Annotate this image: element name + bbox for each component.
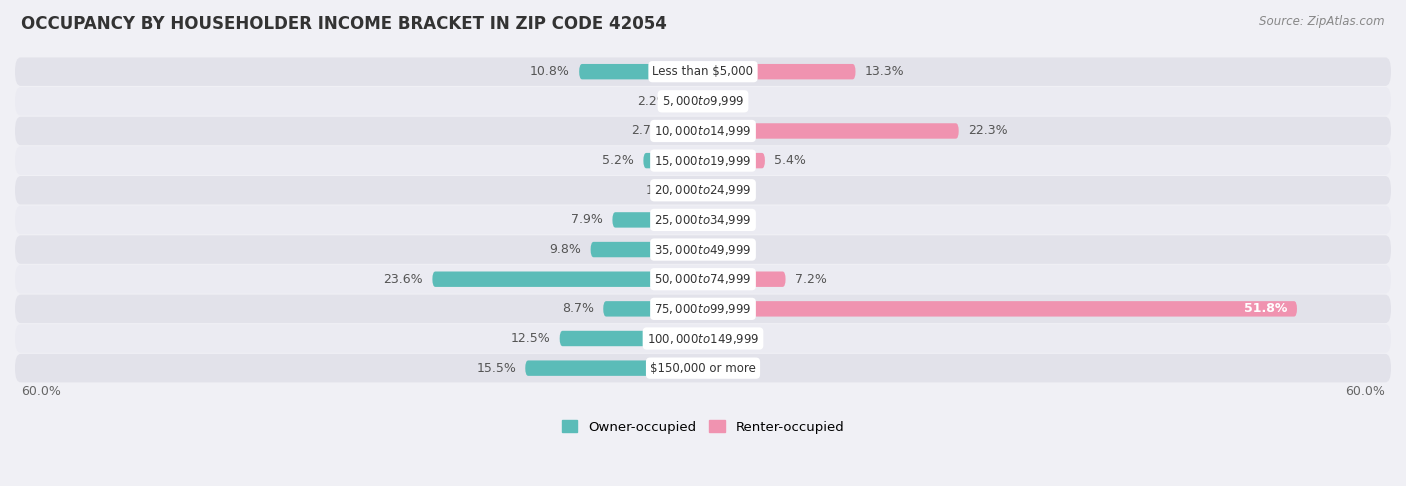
FancyBboxPatch shape (433, 272, 703, 287)
Text: 0.0%: 0.0% (713, 332, 744, 345)
Text: 9.8%: 9.8% (550, 243, 582, 256)
FancyBboxPatch shape (678, 94, 703, 109)
Text: Less than $5,000: Less than $5,000 (652, 65, 754, 78)
Text: OCCUPANCY BY HOUSEHOLDER INCOME BRACKET IN ZIP CODE 42054: OCCUPANCY BY HOUSEHOLDER INCOME BRACKET … (21, 15, 666, 33)
Text: 2.2%: 2.2% (637, 95, 669, 108)
Text: 7.2%: 7.2% (794, 273, 827, 286)
Legend: Owner-occupied, Renter-occupied: Owner-occupied, Renter-occupied (557, 415, 849, 439)
FancyBboxPatch shape (526, 361, 703, 376)
Text: 0.0%: 0.0% (713, 243, 744, 256)
Text: 22.3%: 22.3% (967, 124, 1008, 138)
FancyBboxPatch shape (15, 354, 1391, 382)
Text: 23.6%: 23.6% (384, 273, 423, 286)
FancyBboxPatch shape (15, 57, 1391, 86)
FancyBboxPatch shape (15, 117, 1391, 145)
FancyBboxPatch shape (703, 153, 765, 168)
FancyBboxPatch shape (15, 235, 1391, 264)
FancyBboxPatch shape (613, 212, 703, 227)
FancyBboxPatch shape (603, 301, 703, 316)
FancyBboxPatch shape (644, 153, 703, 168)
Text: 51.8%: 51.8% (1244, 302, 1288, 315)
Text: 0.0%: 0.0% (713, 213, 744, 226)
Text: $150,000 or more: $150,000 or more (650, 362, 756, 375)
Text: $15,000 to $19,999: $15,000 to $19,999 (654, 154, 752, 168)
Text: 5.4%: 5.4% (775, 154, 806, 167)
Text: 1.4%: 1.4% (645, 184, 678, 197)
Text: 7.9%: 7.9% (571, 213, 603, 226)
FancyBboxPatch shape (15, 295, 1391, 323)
Text: 15.5%: 15.5% (477, 362, 516, 375)
Text: 60.0%: 60.0% (1346, 385, 1385, 399)
FancyBboxPatch shape (560, 331, 703, 346)
Text: $5,000 to $9,999: $5,000 to $9,999 (662, 94, 744, 108)
FancyBboxPatch shape (15, 87, 1391, 116)
Text: 0.0%: 0.0% (713, 362, 744, 375)
FancyBboxPatch shape (591, 242, 703, 257)
FancyBboxPatch shape (15, 146, 1391, 175)
FancyBboxPatch shape (15, 176, 1391, 205)
Text: 0.0%: 0.0% (713, 184, 744, 197)
Text: 5.2%: 5.2% (602, 154, 634, 167)
Text: $100,000 to $149,999: $100,000 to $149,999 (647, 331, 759, 346)
Text: 8.7%: 8.7% (562, 302, 595, 315)
FancyBboxPatch shape (688, 183, 703, 198)
FancyBboxPatch shape (703, 301, 1296, 316)
Text: 10.8%: 10.8% (530, 65, 569, 78)
Text: 60.0%: 60.0% (21, 385, 60, 399)
Text: $50,000 to $74,999: $50,000 to $74,999 (654, 272, 752, 286)
Text: $20,000 to $24,999: $20,000 to $24,999 (654, 183, 752, 197)
FancyBboxPatch shape (15, 206, 1391, 234)
FancyBboxPatch shape (15, 324, 1391, 353)
Text: $35,000 to $49,999: $35,000 to $49,999 (654, 243, 752, 257)
Text: $10,000 to $14,999: $10,000 to $14,999 (654, 124, 752, 138)
Text: 13.3%: 13.3% (865, 65, 904, 78)
Text: 2.7%: 2.7% (631, 124, 662, 138)
FancyBboxPatch shape (703, 123, 959, 139)
FancyBboxPatch shape (703, 272, 786, 287)
FancyBboxPatch shape (15, 265, 1391, 294)
Text: 0.0%: 0.0% (713, 95, 744, 108)
FancyBboxPatch shape (579, 64, 703, 79)
Text: Source: ZipAtlas.com: Source: ZipAtlas.com (1260, 15, 1385, 28)
Text: $25,000 to $34,999: $25,000 to $34,999 (654, 213, 752, 227)
Text: $75,000 to $99,999: $75,000 to $99,999 (654, 302, 752, 316)
FancyBboxPatch shape (672, 123, 703, 139)
Text: 12.5%: 12.5% (510, 332, 551, 345)
FancyBboxPatch shape (703, 64, 855, 79)
